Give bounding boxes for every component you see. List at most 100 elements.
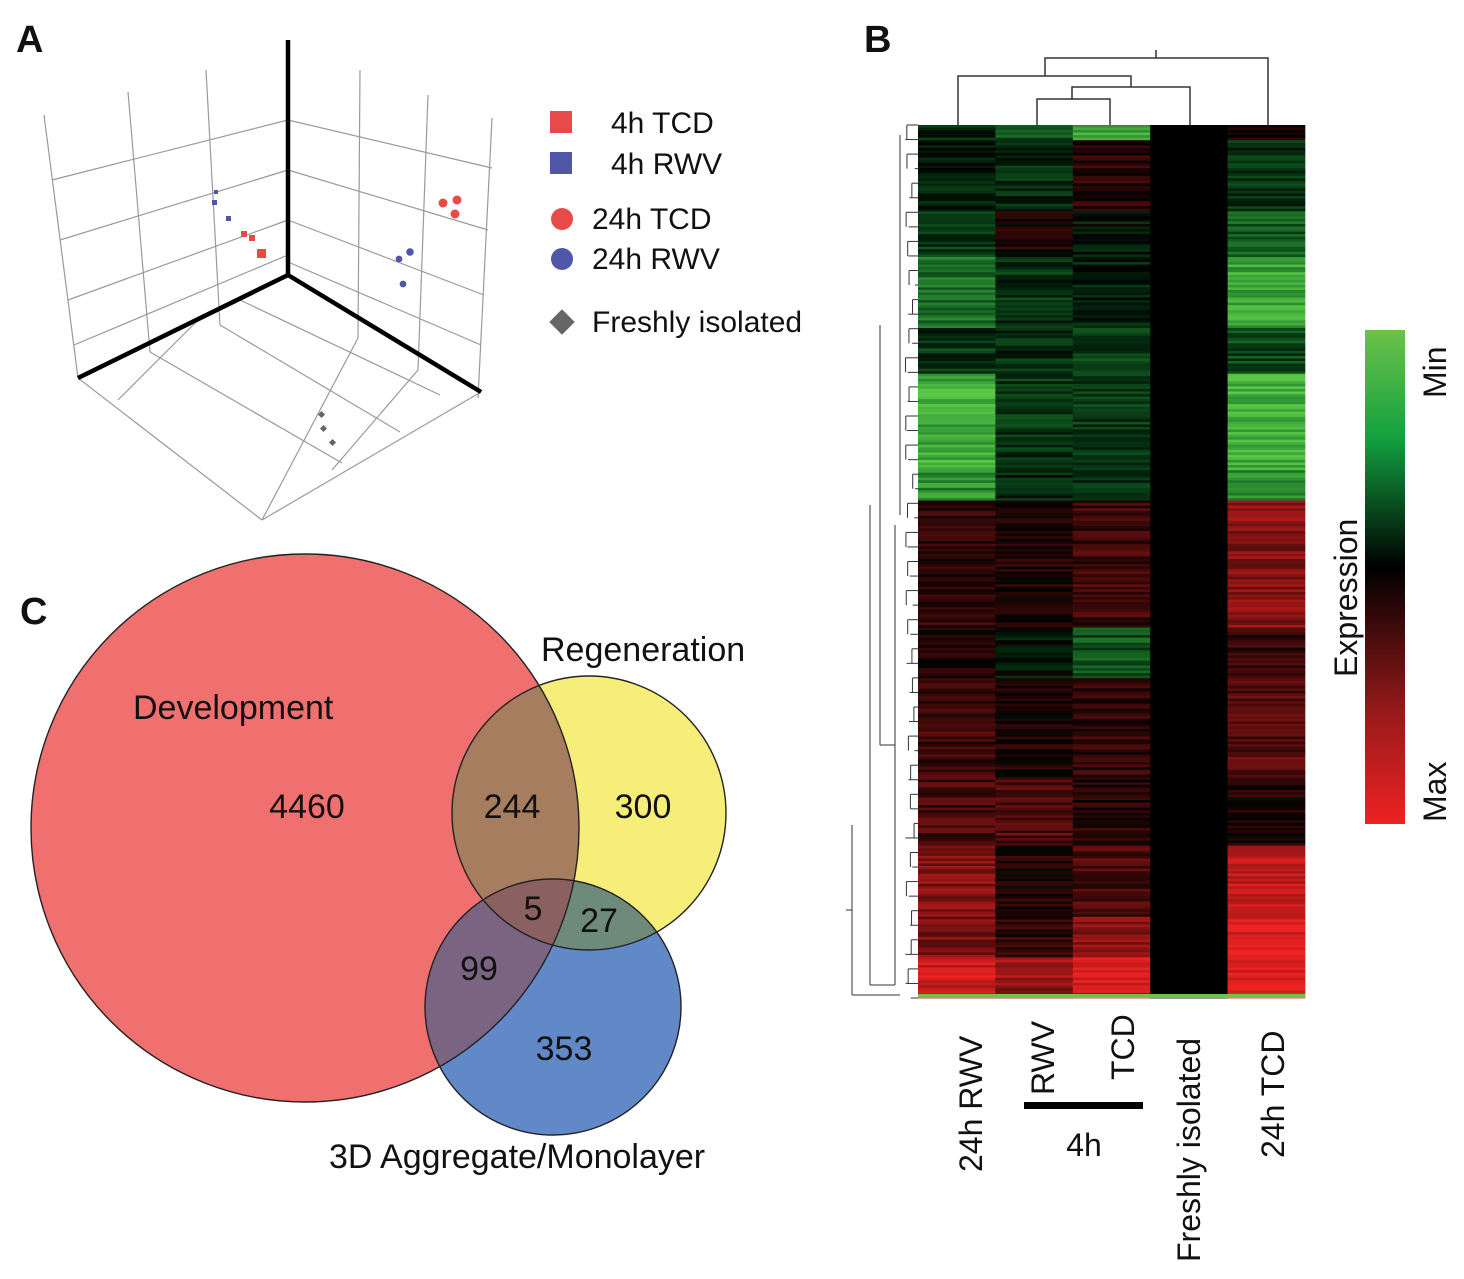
heatmap-cell	[918, 622, 996, 626]
heatmap-cell	[995, 515, 1074, 519]
heatmap-cell	[1227, 452, 1306, 456]
venn-outline-development	[30, 553, 580, 1103]
heatmap-cell	[1227, 609, 1306, 613]
heatmap-cell	[1072, 333, 1151, 337]
heatmap-cell	[1150, 404, 1228, 408]
heatmap-cell	[995, 165, 1074, 169]
heatmap-cell	[1072, 363, 1151, 367]
heatmap-cell	[1150, 485, 1228, 489]
heatmap-cell	[1227, 937, 1306, 941]
heatmap-cell	[1227, 320, 1306, 324]
heatmap-cell	[1072, 442, 1151, 446]
heatmap-cell	[1227, 216, 1306, 220]
heatmap-cell	[1072, 246, 1151, 250]
heatmap-cell	[1072, 302, 1151, 306]
heatmap-cell	[1072, 838, 1151, 842]
heatmap-cell	[995, 713, 1074, 717]
heatmap-cell	[918, 655, 996, 659]
heatmap-cell	[918, 977, 996, 981]
heatmap-cell	[918, 416, 996, 420]
heatmap-cell	[1227, 726, 1306, 730]
heatmap-cell	[1072, 378, 1151, 382]
heatmap-cell	[1072, 741, 1151, 745]
heatmap-cell	[1072, 985, 1151, 989]
heatmap-cell	[1227, 203, 1306, 207]
heatmap-cell	[918, 589, 996, 593]
heatmap-cell	[918, 627, 996, 631]
heatmap-cell	[1072, 817, 1151, 821]
heatmap-cell	[1227, 178, 1306, 182]
heatmap-cell	[1072, 855, 1151, 859]
heatmap-cell	[918, 394, 996, 397]
heatmap-cell	[1150, 406, 1228, 410]
heatmap-cell	[1150, 396, 1228, 400]
heatmap-cell	[1072, 947, 1151, 951]
heatmap-cell	[1227, 807, 1306, 811]
heatmap-cell	[995, 485, 1074, 489]
heatmap-cell	[1227, 147, 1306, 151]
heatmap-cell	[1150, 650, 1228, 654]
heatmap-cell	[1227, 863, 1306, 867]
heatmap-cell	[1150, 330, 1228, 334]
heatmap-cell	[1072, 325, 1151, 329]
heatmap-cell	[995, 853, 1074, 857]
heatmap-cell	[1072, 411, 1151, 415]
heatmap-cell	[918, 388, 996, 392]
heatmap-cell	[1072, 881, 1151, 885]
heatmap-cell	[1227, 556, 1306, 560]
heatmap-cell	[1150, 957, 1228, 961]
heatmap-cell	[1072, 457, 1151, 461]
heatmap-cell	[1072, 518, 1151, 522]
heatmap-cell	[995, 363, 1074, 367]
heatmap-cell	[1072, 909, 1151, 913]
heatmap-cell	[918, 396, 996, 400]
heatmap-cell	[918, 619, 996, 623]
heatmap-cell	[995, 536, 1074, 540]
legend-item-4h-rwv: 4h RWV	[550, 148, 722, 181]
heatmap-cell	[1150, 168, 1228, 172]
heatmap-cell	[1227, 614, 1306, 618]
heatmap-cell	[918, 310, 996, 314]
heatmap-cell	[995, 975, 1074, 979]
heatmap-cell	[1227, 127, 1306, 131]
heatmap-cell	[1072, 886, 1151, 890]
heatmap-cell	[995, 924, 1074, 928]
heatmap-cell	[1150, 221, 1228, 225]
heatmap-cell	[918, 229, 996, 232]
heatmap-cell	[1150, 170, 1228, 174]
heatmap-cell	[1150, 665, 1228, 669]
heatmap-cell	[1150, 165, 1228, 169]
heatmap-cell	[918, 503, 996, 507]
heatmap-cell	[1227, 391, 1306, 395]
heatmap-cell	[918, 259, 996, 263]
heatmap-cell	[995, 416, 1074, 420]
heatmap-cell	[1150, 713, 1228, 717]
heatmap-cell	[918, 350, 996, 354]
heatmap-cell	[1072, 467, 1151, 471]
heatmap-cell	[995, 150, 1074, 154]
heatmap-cell	[1227, 916, 1306, 920]
heatmap-cell	[918, 881, 996, 885]
venn-count-dev-regen: 244	[484, 788, 541, 826]
heatmap-cell	[1072, 827, 1151, 831]
point-4h-tcd	[257, 249, 266, 258]
heatmap-cell	[995, 701, 1074, 705]
heatmap-cell	[1072, 305, 1151, 309]
heatmap-cell	[1227, 180, 1306, 184]
heatmap-cell	[1150, 860, 1228, 864]
heatmap-cell	[918, 617, 996, 621]
heatmap-cell	[995, 396, 1074, 400]
heatmap-cell	[918, 421, 996, 425]
heatmap-cell	[1150, 203, 1228, 207]
heatmap-cell	[1150, 500, 1228, 504]
heatmap-cell	[1072, 320, 1151, 324]
heatmap-cell	[1072, 523, 1151, 527]
heatmap-cell	[1072, 746, 1151, 750]
heatmap-cell	[1227, 315, 1306, 319]
heatmap-cell	[1227, 142, 1306, 146]
heatmap-cell	[1150, 452, 1228, 456]
heatmap-cell	[918, 805, 996, 809]
heatmap-cell	[1150, 591, 1228, 595]
heatmap-cell	[918, 424, 996, 428]
heatmap-cell	[918, 480, 996, 484]
